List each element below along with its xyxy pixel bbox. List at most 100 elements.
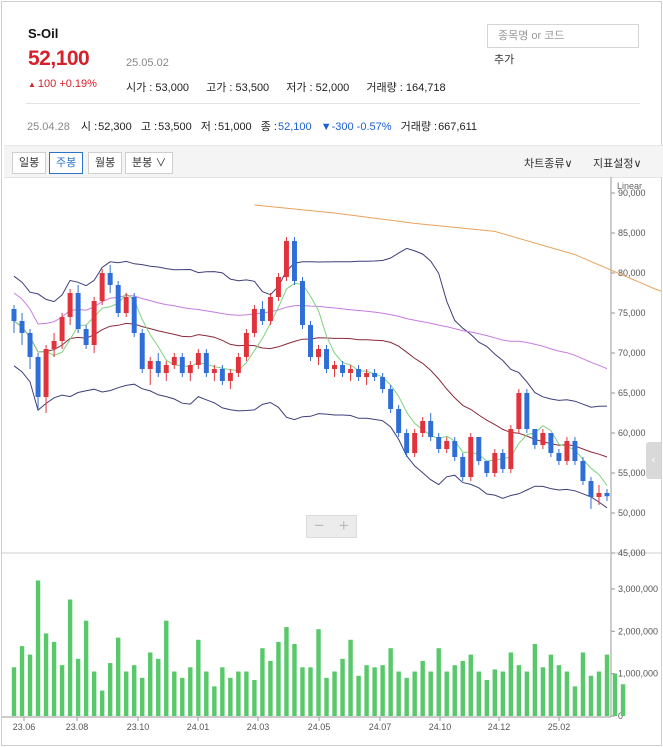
side-panel-toggle[interactable]: ‹	[646, 442, 661, 479]
x-tick-label: 24.01	[187, 722, 210, 732]
volume-bar	[588, 675, 594, 716]
x-tick-label: 24.07	[369, 722, 392, 732]
volume-bar	[236, 671, 241, 716]
volume-bar	[428, 671, 433, 716]
stock-name: S-Oil	[28, 26, 59, 41]
x-tick-label: 24.12	[488, 722, 511, 732]
candle-body	[572, 441, 578, 461]
volume-bar	[212, 686, 217, 716]
volume-bar	[316, 629, 321, 716]
price-tick-label: 75,000	[618, 308, 646, 318]
volume-bar	[324, 677, 329, 716]
indicator-menu[interactable]: 지표설정∨	[593, 155, 642, 171]
hover-high: 53,500	[158, 121, 192, 133]
hover-change: ▼-300 -0.57%	[320, 121, 392, 133]
add-stock-button[interactable]: 추가	[494, 51, 514, 67]
candle-body	[372, 373, 378, 377]
minute-dropdown[interactable]: 분봉 ∨	[125, 152, 174, 174]
volume-bar	[27, 654, 33, 716]
x-tick-label: 24.03	[247, 722, 270, 732]
volume-bar	[43, 633, 49, 716]
volume-bar	[140, 677, 145, 716]
candle-body	[131, 297, 137, 333]
tab-weekly[interactable]: 주봉	[49, 152, 84, 174]
chart-toolbar: 일봉 주봉 월봉 분봉 ∨ 차트종류∨ 지표설정∨	[4, 145, 663, 178]
candle-body	[35, 357, 41, 397]
zoom-in-button[interactable]: +	[338, 516, 349, 535]
x-tick-label: 23.10	[127, 722, 150, 732]
hover-close-label: 종 :	[260, 121, 277, 133]
candle-body	[364, 373, 370, 377]
candle-body	[107, 273, 113, 285]
candle-body	[259, 309, 265, 321]
zoom-out-button[interactable]: −	[314, 516, 325, 535]
volume-bar	[308, 667, 313, 716]
volume-bar	[284, 627, 289, 716]
candle-body	[275, 277, 281, 297]
candle-body	[219, 369, 225, 381]
indicator-label: 지표설정	[593, 158, 634, 170]
candle-body	[203, 353, 209, 373]
volume-bar	[380, 665, 385, 716]
candle-body	[380, 377, 386, 389]
volume-bar	[484, 680, 489, 716]
up-triangle-icon: ▲	[28, 80, 36, 89]
quote-summary: 시가 : 53,000 고가 : 53,500 저가 : 52,000 거래량 …	[126, 79, 460, 95]
header-divider	[26, 103, 640, 104]
volume-bar	[364, 665, 369, 716]
x-tick-label: 24.05	[308, 722, 331, 732]
candle-body	[123, 297, 129, 313]
candle-body	[500, 453, 506, 469]
candle-body	[300, 281, 305, 325]
volume-bar	[524, 671, 530, 716]
price-tick-label: 60,000	[618, 428, 646, 438]
candle-body	[452, 441, 458, 457]
candle-body	[163, 365, 169, 373]
volume-bar	[348, 639, 353, 716]
candle-body	[115, 285, 121, 313]
candle-body	[195, 353, 201, 365]
scale-label: Linear	[617, 181, 642, 191]
trade-volume: 거래량 : 164,718	[366, 82, 446, 94]
candle-body	[235, 357, 241, 373]
x-tick-label: 23.06	[13, 722, 36, 732]
volume-bar	[372, 667, 377, 716]
price-tick-label: 50,000	[618, 508, 646, 518]
volume-bar	[332, 671, 337, 716]
volume-bar	[148, 652, 153, 716]
volume-bar	[396, 671, 401, 716]
volume-bar	[83, 620, 89, 716]
tab-monthly[interactable]: 월봉	[88, 152, 123, 174]
chart-type-menu[interactable]: 차트종류∨	[524, 155, 573, 171]
bollinger-lower-line	[13, 365, 608, 509]
candle-body	[243, 333, 249, 357]
volume-bar	[404, 677, 409, 716]
candle-body	[356, 369, 362, 377]
ma60-line	[13, 292, 608, 370]
candle-body	[508, 429, 514, 469]
zoom-control: − +	[306, 515, 357, 538]
candle-body	[596, 493, 602, 497]
volume-bar	[75, 658, 81, 716]
volume-bar	[276, 641, 281, 716]
volume-bar	[51, 641, 57, 716]
price-tick-label: 45,000	[618, 548, 646, 558]
hover-date: 25.04.28	[27, 121, 70, 133]
candle-body	[187, 365, 193, 373]
volume-bar	[204, 671, 209, 716]
candle-body	[316, 349, 321, 357]
candle-body	[460, 457, 466, 477]
candle-body	[155, 361, 161, 373]
volume-bar	[556, 665, 562, 716]
price-change-text: 100 +0.19%	[37, 78, 97, 90]
candle-body	[291, 241, 297, 281]
candle-body	[444, 441, 450, 449]
volume-tick-label: 1,000,000	[618, 669, 658, 679]
volume-bar	[180, 677, 185, 716]
volume-bar	[164, 620, 169, 716]
tab-daily[interactable]: 일봉	[12, 152, 47, 174]
volume-bar	[156, 658, 161, 716]
candle-body	[332, 365, 338, 369]
stock-search-input[interactable]	[487, 24, 639, 48]
